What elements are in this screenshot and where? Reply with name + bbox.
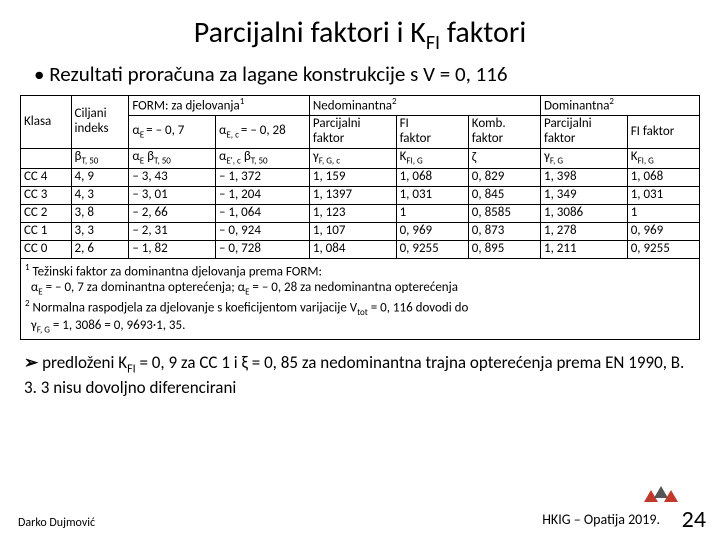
hdr-aE: αE = – 0, 7	[129, 116, 216, 149]
conclusion: predloženi KFI = 0, 9 za CC 1 i ξ = 0, 8…	[24, 352, 696, 397]
hdr-parc: Parcijalnifaktor	[309, 116, 396, 149]
row-symbols: βT, 50 αE βT, 50 αE', c βT, 50 γF, G, c …	[21, 149, 700, 169]
hdr-fifa: FI faktor	[627, 116, 699, 149]
hdr-nedom: Nedominantna2	[309, 96, 540, 116]
hdr-komb: Komb.faktor	[468, 116, 540, 149]
author: Darko Dujmović	[18, 516, 95, 530]
hdr-dom: Dominantna2	[541, 96, 700, 116]
hdr-fi: FIfaktor	[396, 116, 468, 149]
table-row: CC 34, 3– 3, 01– 1, 2041, 13971, 0310, 8…	[21, 187, 700, 205]
hkig-logo	[644, 484, 676, 504]
table-row: CC 23, 8– 2, 66– 1, 0641, 12310, 85851, …	[21, 204, 700, 222]
table-footnotes: 1 Težinski faktor za dominantna djelovan…	[20, 259, 700, 340]
page-number: 24	[682, 505, 706, 534]
main-bullet: Rezultati proračuna za lagane konstrukci…	[34, 61, 700, 87]
table-row: CC 02, 6– 1, 82– 0, 7281, 0840, 92550, 8…	[21, 240, 700, 258]
hdr-form: FORM: za djelovanja1	[129, 96, 310, 116]
page-title: Parcijalni faktori i KFI faktori	[20, 14, 700, 55]
venue: HKIG – Opatija 2019.	[542, 511, 660, 528]
hdr-aEc: αE, c = – 0, 28	[216, 116, 310, 149]
hdr-klasa: Klasa	[21, 96, 72, 149]
table-row: CC 44, 9– 3, 43– 1, 3721, 1591, 0680, 82…	[21, 169, 700, 187]
hdr-ciljani: Ciljaniindeks	[71, 96, 129, 149]
results-table: Klasa Ciljaniindeks FORM: za djelovanja1…	[20, 95, 700, 259]
table-row: CC 13, 3– 2, 31– 0, 9241, 1070, 9690, 87…	[21, 222, 700, 240]
hdr-parc2: Parcijalnifaktor	[541, 116, 628, 149]
